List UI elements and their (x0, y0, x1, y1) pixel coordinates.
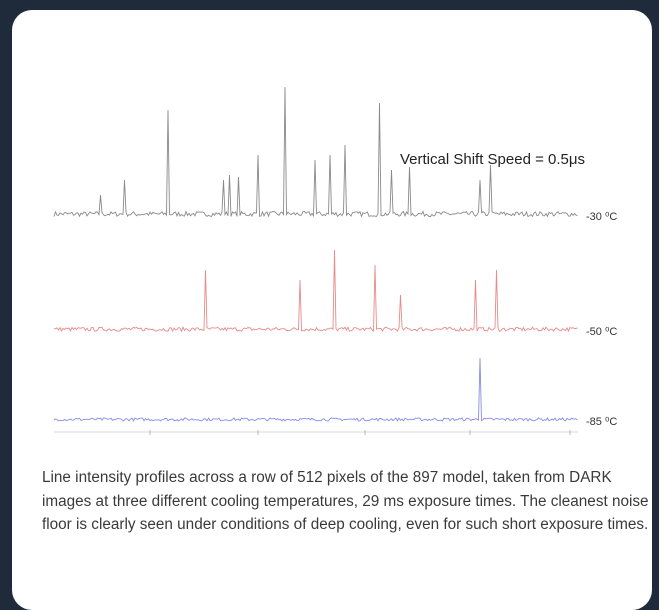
page: Vertical Shift Speed = 0.5μs -30 ⁰C -50 ⁰… (12, 10, 652, 610)
trace-label: -30 ⁰C (586, 211, 617, 223)
trace-label: -50 ⁰C (586, 326, 617, 338)
caption: Line intensity profiles across a row of … (42, 469, 649, 533)
card: Vertical Shift Speed = 0.5μs -30 ⁰C -50 ⁰… (12, 10, 652, 610)
trace (53, 86, 578, 218)
figure: Vertical Shift Speed = 0.5μs -30 ⁰C -50 ⁰… (53, 86, 617, 435)
trace (53, 357, 578, 422)
trace-label: -85 ⁰C (586, 416, 617, 428)
annotation: Vertical Shift Speed = 0.5μs (400, 151, 585, 168)
trace (54, 249, 578, 333)
